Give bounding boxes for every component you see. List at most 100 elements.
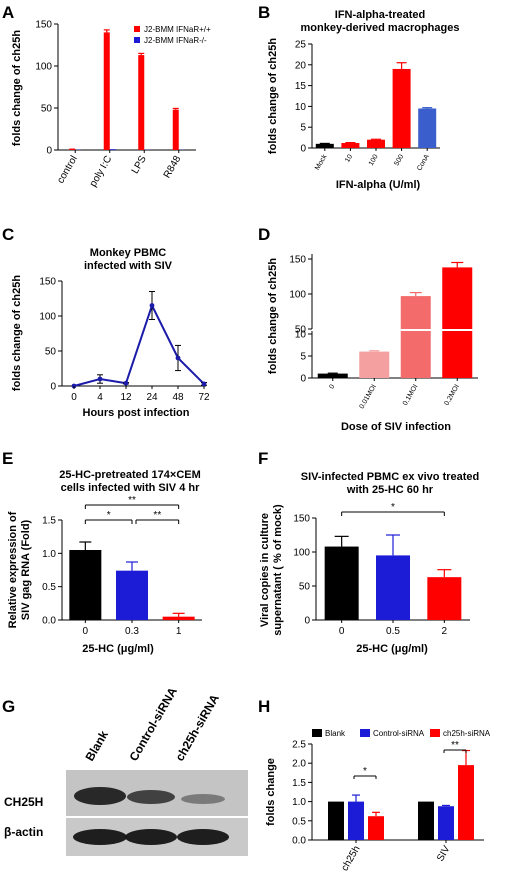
f-bar-2 [427,577,462,620]
c-x-tick-label-4: 48 [172,392,184,403]
blot-band-actin-control [125,829,177,845]
c-y-tick-label-0: 0 [50,382,56,393]
e-title-line-1: cells infected with SIV 4 hr [61,482,200,494]
a-y-tick-label-1: 50 [41,104,53,115]
blot-band-actin-blank [73,829,127,845]
western-blot: Blank Control-siRNA ch25h-siRNA CH25H β-… [4,685,248,856]
a-x-tick-label-0: control [55,154,80,185]
a-bar-1-1 [109,149,116,150]
h-bar-1-1 [438,806,454,840]
e-sig-2-label: ** [128,495,136,506]
f-title-line-1: with 25-HC 60 hr [346,484,434,496]
a-legend-swatch-1 [134,37,140,43]
b-title-line-0: IFN-alpha-treated [335,9,425,21]
h-legend-swatch-2 [430,729,440,737]
b-x-tick-label-2: 100 [368,153,380,167]
e-bar-2 [162,616,195,620]
b-x-tick-label-0: Mock [314,153,329,171]
b-xlabel: IFN-alpha (U/ml) [336,179,421,191]
blot-lane-label-ch25h-sirna: ch25h-siRNA [172,692,222,764]
c-xlabel: Hours post infection [83,407,190,419]
d-bar-lower-2 [400,331,431,378]
d-xlabel: Dose of SIV infection [341,421,451,433]
a-x-tick-label-2: LPS [130,154,149,176]
c-y-tick-label-2: 100 [39,312,56,323]
d-bar-1 [359,351,390,378]
c-point-5 [201,381,207,387]
c-y-tick-label-3: 150 [39,277,56,288]
h-y-tick-label-4: 2.0 [292,759,306,770]
h-y-tick-label-2: 1.0 [292,797,306,808]
h-y-tick-label-0: 0.0 [292,836,306,847]
f-x-tick-label-1: 0.5 [386,626,400,637]
a-y-tick-label-3: 150 [35,20,52,31]
a-legend-label-0: J2-BMM IFNaR+/+ [144,25,211,34]
b-bar-2 [367,139,385,148]
panel-label-c: C [2,225,14,244]
e-x-tick-label-2: 1 [176,626,182,637]
blot-band-ch25h-blank [74,787,126,805]
e-y-tick-label-1: 0.5 [42,582,56,593]
e-x-tick-label-1: 0.3 [125,626,139,637]
h-legend-swatch-1 [360,729,370,737]
panel-label-b: B [258,3,270,22]
h-sig-0-label: * [363,766,367,777]
f-ylabel-line-1: supernatant ( % of mock) [272,504,284,636]
b-x-tick-label-3: 500 [393,153,405,167]
h-bar-0-1 [418,801,434,840]
a-legend-label-1: J2-BMM IFNaR-/- [144,36,207,45]
h-y-tick-label-3: 1.5 [292,778,306,789]
c-x-tick-label-3: 24 [146,392,158,403]
a-x-tick-label-1: poly I:C [88,154,114,189]
b-y-tick-label-0: 0 [300,144,306,155]
b-bar-0 [315,143,334,148]
panel-label-f: F [258,449,268,468]
blot-row-label-beta-actin: β-actin [4,825,43,839]
a-ylabel: folds change of ch25h [11,30,23,146]
b-y-tick-label-4: 20 [295,60,307,71]
h-legend-swatch-0 [312,729,322,737]
d-x-tick-label-3: 0.2MOI [443,383,461,406]
h-y-tick-label-1: 0.5 [292,816,306,827]
h-bar-2-0 [368,816,384,840]
a-y-tick-label-2: 100 [35,62,52,73]
e-y-tick-label-0: 0.0 [42,616,56,627]
d-x-tick-label-0: 0 [328,383,336,390]
e-sig-0-label: * [107,510,111,521]
f-bar-1 [376,555,410,620]
d-x-tick-label-2: 0.1MOI [402,383,420,406]
c-point-2 [123,380,129,386]
a-bar-0-1 [103,32,110,150]
a-y-tick-label-0: 0 [46,146,52,157]
a-legend-swatch-0 [134,26,140,32]
f-xlabel: 25-HC (μg/ml) [356,643,428,655]
c-ylabel: folds change of ch25h [11,275,23,391]
h-bar-0-0 [328,801,344,840]
chart-a-ch25h-ifnar: 0 50 100 150 folds change of ch25h control pol… [11,20,211,189]
panel-label-g: G [2,697,15,716]
d-y-tick-label-upper-1: 100 [289,290,306,301]
f-y-tick-label-1: 50 [299,582,311,593]
h-bar-2-1 [458,765,474,840]
c-x-tick-label-5: 72 [198,392,210,403]
c-x-tick-label-2: 12 [120,392,132,403]
panel-label-d: D [258,225,270,244]
b-y-tick-label-1: 5 [300,123,306,134]
h-legend-label-0: Blank [325,729,346,738]
c-title-line-0: Monkey PBMC [90,247,166,259]
h-sig-1-label: ** [451,740,459,751]
b-x-tick-label-1: 10 [344,153,354,163]
h-x-tick-label-1: SIV [435,844,453,864]
d-x-tick-label-1: 0.01MOI [358,383,378,410]
c-series-line [73,302,205,387]
c-point-3 [149,303,155,308]
blot-row-label-ch25h: CH25H [4,795,43,809]
c-point-1 [97,376,103,382]
blot-band-ch25h-sirna [181,794,225,804]
d-y-tick-label-upper-2: 150 [289,255,306,266]
e-y-tick-label-3: 1.5 [42,516,56,527]
h-y-tick-label-5: 2.5 [292,740,306,751]
b-bar-1 [341,143,360,148]
